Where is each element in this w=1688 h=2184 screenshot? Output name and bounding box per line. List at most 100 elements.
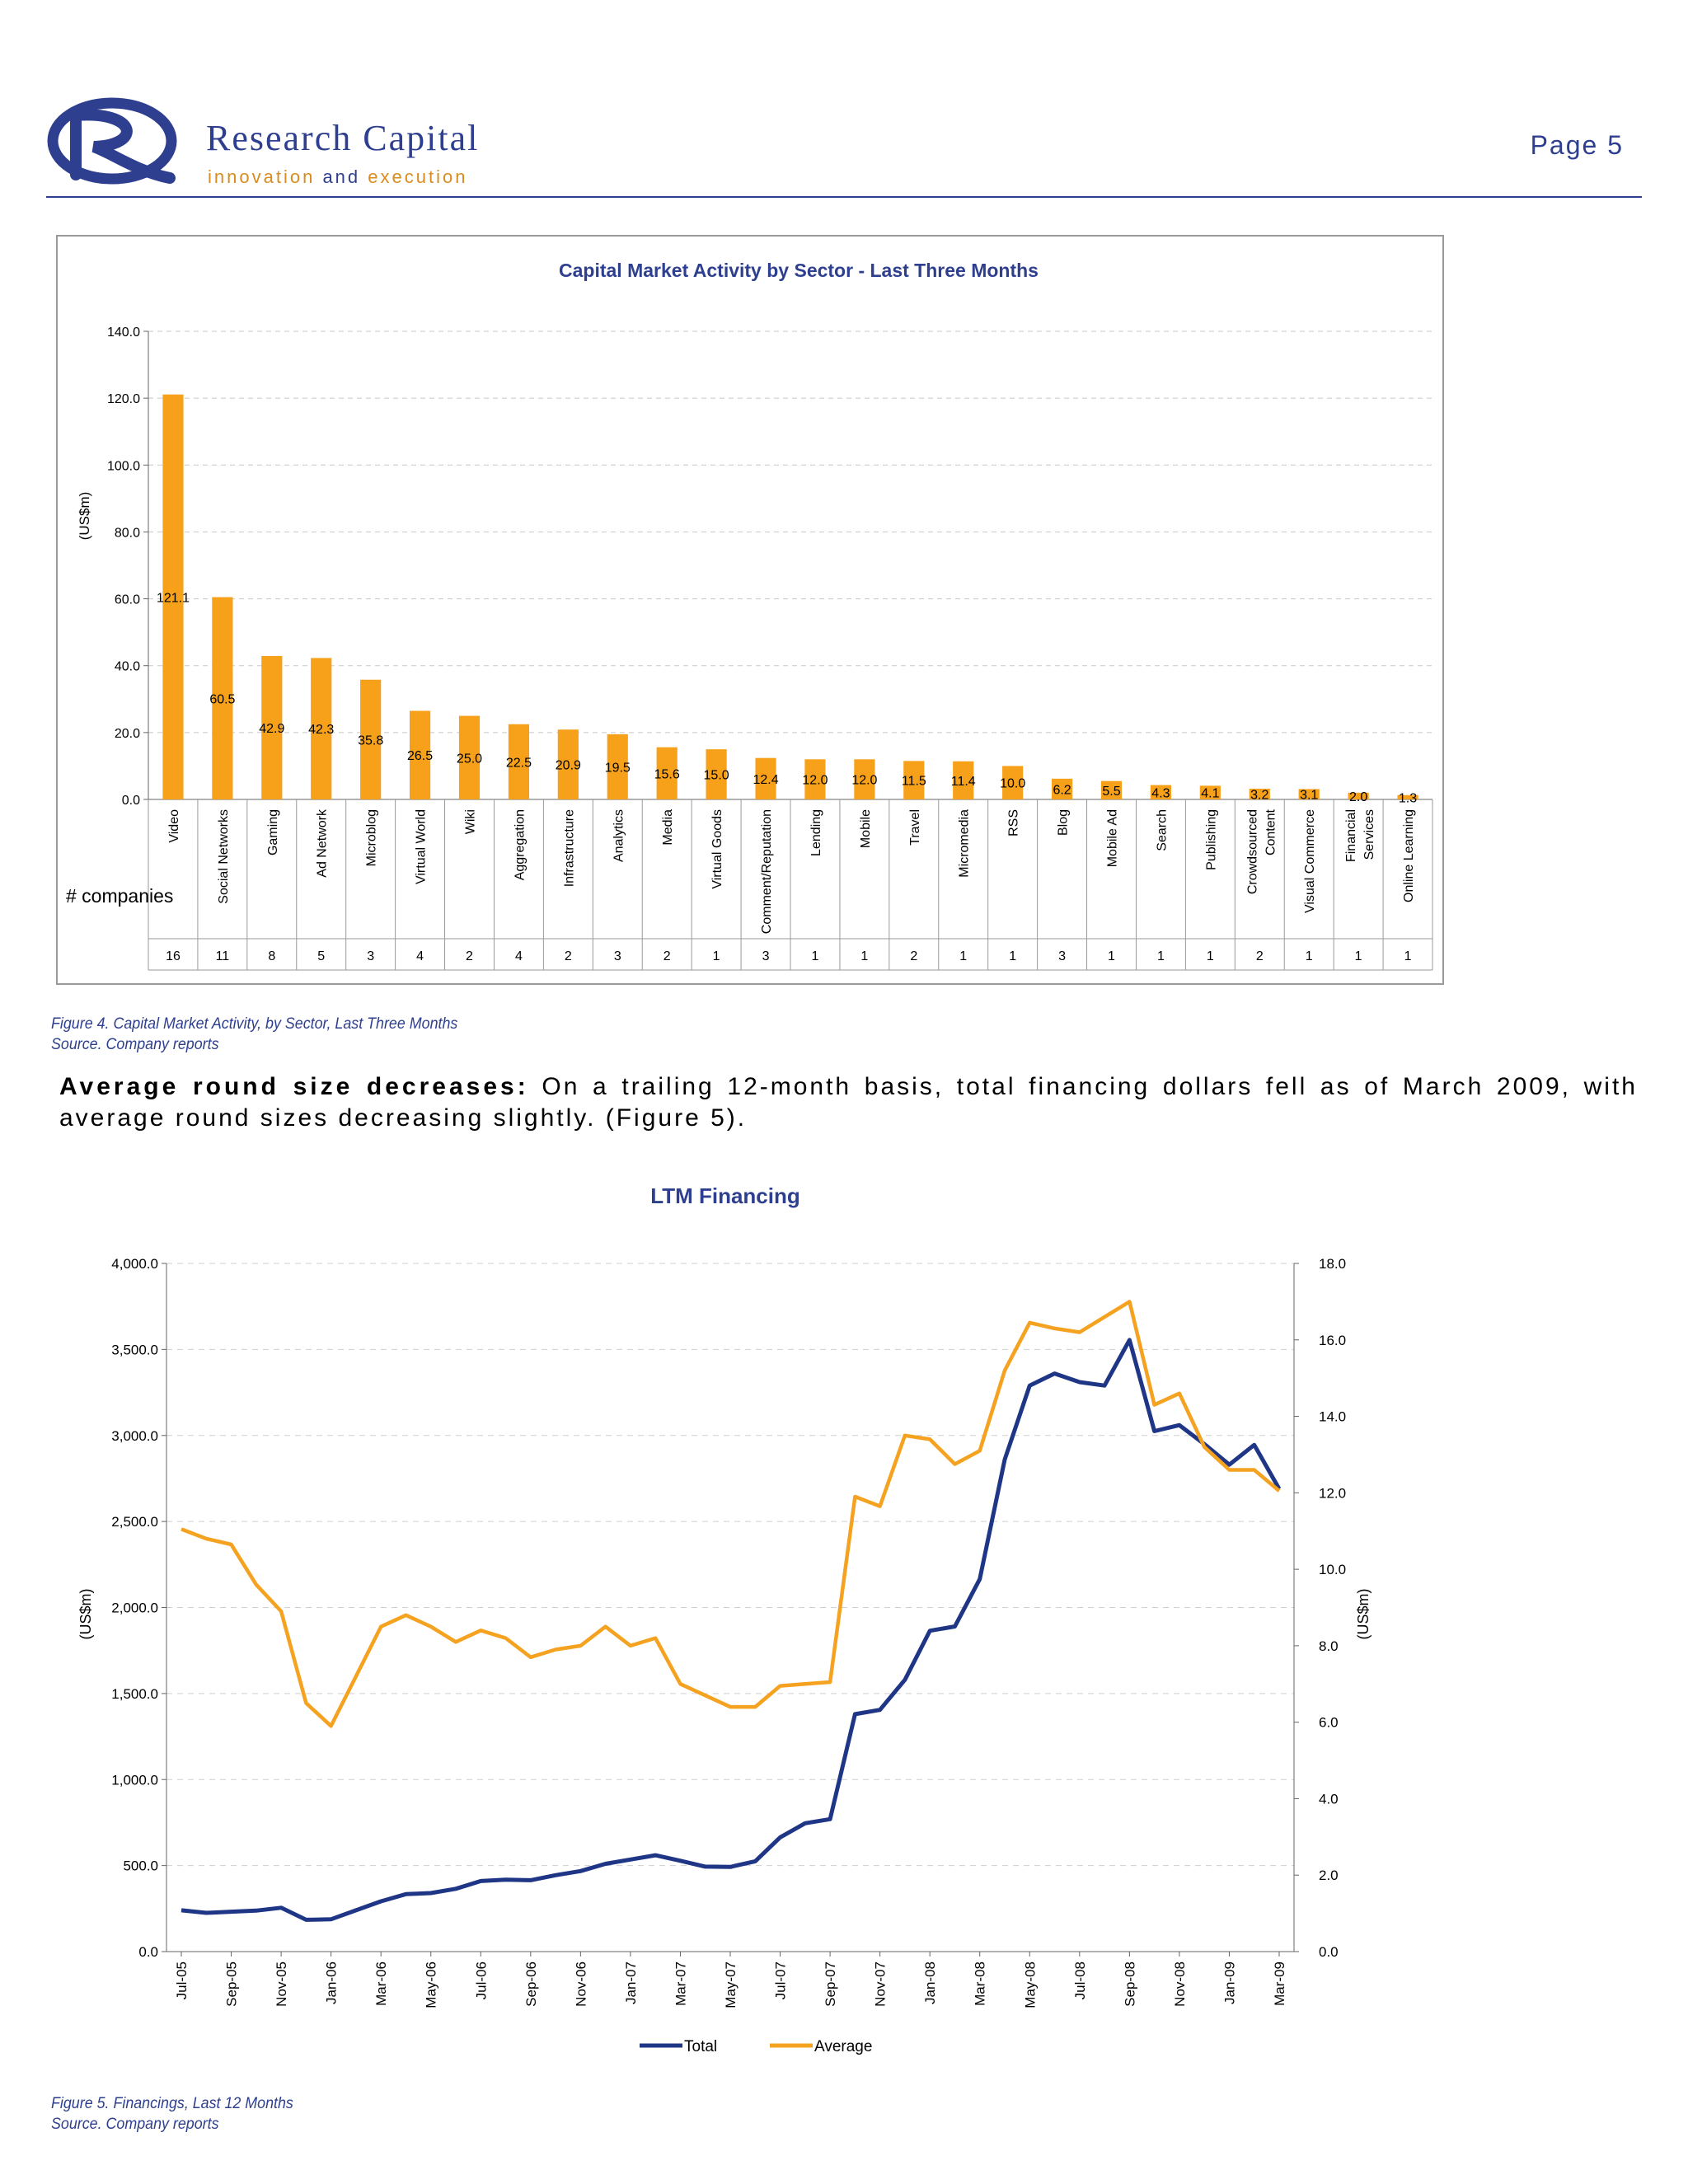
chart1-bar [1051, 778, 1073, 799]
tagline-and: and [322, 166, 361, 187]
chart2-xtick-label: Nov-08 [1172, 1961, 1188, 2007]
chart1-category-label: Search [1155, 809, 1169, 851]
chart1-category-label: Virtual World [415, 809, 429, 884]
chart1-company-count: 4 [515, 949, 523, 963]
chart1-value-label: 35.8 [358, 733, 383, 748]
chart2-ytick-left-label: 0.0 [138, 1944, 158, 1960]
chart2-ytick-right-label: 8.0 [1319, 1638, 1339, 1654]
chart2-xtick-label: Sep-06 [523, 1961, 539, 2007]
chart2-xtick-label: Jul-07 [773, 1961, 789, 1999]
chart1-company-count: 1 [713, 949, 720, 963]
chart1-bar [458, 715, 481, 799]
chart1-company-count: 1 [1355, 949, 1362, 963]
chart1-ytick-label: 120.0 [107, 392, 140, 406]
chart1-bar [656, 747, 678, 799]
chart2-legend-label: Average [814, 2038, 872, 2055]
chart1-company-count: 2 [1256, 949, 1264, 963]
chart1-title: Capital Market Activity by Sector - Last… [559, 260, 1039, 281]
chart1-category-label: RSS [1007, 809, 1021, 837]
chart1-ytick-label: 40.0 [115, 660, 140, 674]
chart1-value-label: 2.0 [1349, 790, 1367, 804]
chart2-xtick-label: Jan-06 [324, 1961, 340, 2004]
chart2-xtick-label: Nov-06 [573, 1961, 588, 2007]
chart1-category-label: Analytics [612, 809, 626, 862]
chart1-value-label: 12.0 [802, 774, 828, 788]
chart2-ytick-left-label: 500.0 [123, 1858, 158, 1874]
chart1-bar [1348, 792, 1369, 799]
chart1-bar [755, 757, 776, 799]
chart2-xtick-label: Jan-08 [922, 1961, 938, 2004]
chart1-value-label: 4.3 [1151, 786, 1170, 800]
chart2-ytick-right-label: 2.0 [1319, 1868, 1339, 1883]
figure4-chart-frame: Capital Market Activity by Sector - Last… [56, 235, 1444, 985]
chart1-bar [508, 724, 530, 799]
chart2-xtick-label: Jan-07 [623, 1961, 639, 2004]
header-divider [46, 196, 1642, 198]
tagline-part2: execution [368, 166, 468, 187]
chart1-bar [1298, 789, 1320, 799]
chart1-bar [1150, 785, 1172, 799]
chart1-bar [903, 761, 925, 799]
chart1-bar [360, 679, 382, 799]
chart2-ytick-right-label: 10.0 [1319, 1562, 1346, 1577]
chart1-value-label: 15.6 [654, 767, 680, 781]
chart1-table-row-label: # companies [66, 885, 173, 907]
chart2-xtick-label: May-06 [424, 1961, 439, 2008]
chart1-company-count: 3 [367, 949, 374, 963]
chart1-value-label: 42.9 [259, 722, 284, 736]
figure5-caption-block: Figure 5. Financings, Last 12 Months Sou… [51, 2093, 293, 2135]
chart1-value-label: 12.0 [851, 774, 877, 788]
chart1-bar [706, 749, 727, 799]
chart2-ytick-left-label: 2,000.0 [111, 1601, 158, 1616]
chart2-ytick-left-label: 1,500.0 [111, 1686, 158, 1702]
chart1-company-count: 2 [565, 949, 572, 963]
chart1-company-count: 2 [466, 949, 473, 963]
chart2-xtick-label: May-08 [1022, 1961, 1038, 2008]
chart2-xtick-label: Sep-08 [1122, 1961, 1137, 2007]
figure5-caption: Figure 5. Financings, Last 12 Months [51, 2095, 293, 2112]
chart2-ytick-right-label: 16.0 [1319, 1333, 1346, 1348]
chart2-xtick-label: Jan-09 [1221, 1961, 1237, 2004]
chart2-ytick-right-label: 4.0 [1319, 1791, 1339, 1807]
chart1-company-count: 16 [166, 949, 181, 963]
paragraph-body: On a trailing 12-month basis, total fina… [59, 1073, 1638, 1132]
chart1-value-label: 121.1 [157, 591, 190, 605]
body-paragraph: Average round size decreases: On a trail… [59, 1071, 1638, 1134]
chart1-company-count: 1 [1009, 949, 1016, 963]
chart1-bar [804, 759, 826, 799]
chart1-category-label: Comment/Reputation [760, 809, 774, 934]
chart1-value-label: 60.5 [209, 692, 235, 706]
chart1-bar [953, 761, 974, 799]
chart1-company-count: 5 [317, 949, 325, 963]
brand-name: Research Capital [206, 118, 480, 158]
chart1-company-count: 1 [1108, 949, 1115, 963]
chart2-xtick-label: Jul-06 [473, 1961, 489, 1999]
chart2-series-total [181, 1338, 1282, 1922]
chart1-category-label: Microblog [365, 809, 379, 866]
chart1-value-label: 11.4 [951, 775, 976, 789]
chart1-category-label: Wiki [464, 809, 478, 834]
chart1-category-label: Video [167, 809, 181, 843]
sector-bar-chart: Capital Market Activity by Sector - Last… [66, 260, 1433, 971]
chart1-bar [854, 759, 875, 799]
chart1-bar [1199, 785, 1221, 799]
chart2-xtick-label: Mar-08 [973, 1961, 988, 2006]
chart1-bar [162, 394, 184, 799]
figure4-source: Source. Company reports [51, 1036, 219, 1053]
chart1-value-label: 6.2 [1053, 783, 1071, 797]
chart1-company-count: 1 [1207, 949, 1214, 963]
chart1-ytick-label: 100.0 [107, 459, 140, 473]
chart1-company-count: 1 [812, 949, 819, 963]
chart1-category-label: Publishing [1204, 809, 1218, 870]
chart2-xtick-label: Jul-05 [174, 1961, 190, 1999]
chart1-ytick-label: 80.0 [115, 526, 140, 540]
chart1-bar [1397, 794, 1418, 799]
ltm-financing-line-chart: LTM Financing 0.0 500.0 1,000.0 1,500.0 2,000… [77, 1183, 1372, 2055]
chart2-ytick-left-label: 3,000.0 [111, 1428, 158, 1444]
chart1-ytick-label: 60.0 [115, 593, 140, 607]
page-number: Page 5 [1530, 130, 1624, 160]
chart1-category-label: Social Networks [217, 809, 231, 904]
chart2-ytick-right-label: 6.0 [1319, 1715, 1339, 1731]
chart1-category-label: Media [661, 809, 675, 846]
chart2-series-average [181, 1300, 1281, 1728]
